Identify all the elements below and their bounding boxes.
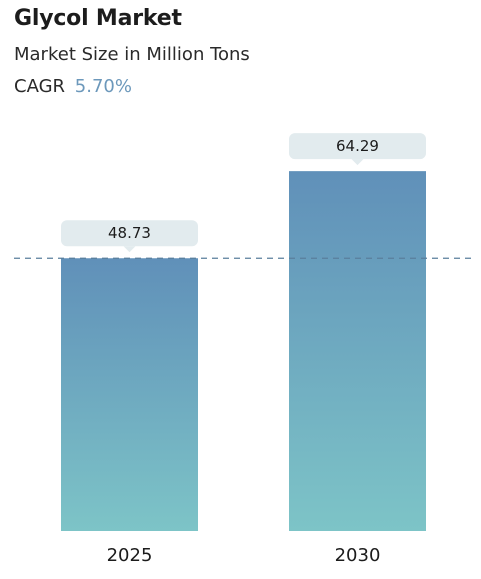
bar-2030 (289, 171, 426, 531)
value-callout-2030 (289, 133, 426, 160)
x-tick-label-2025: 2025 (107, 545, 153, 566)
labels-layer: 48.73 2025 64.29 2030 (61, 133, 426, 566)
chart-title: Glycol Market (14, 6, 182, 31)
chart-subtitle: Market Size in Million Tons (14, 44, 250, 65)
bars-layer (61, 171, 426, 531)
cagr-value: 5.70% (74, 76, 132, 97)
bar-2025 (61, 258, 198, 531)
x-tick-label-2030: 2030 (335, 545, 381, 566)
cagr-line: CAGR 5.70% (14, 76, 132, 97)
value-label-2025: 48.73 (108, 224, 151, 242)
cagr-label: CAGR (14, 76, 66, 97)
value-callout-pointer-2025 (123, 246, 136, 253)
value-label-2030: 64.29 (336, 137, 379, 155)
value-callout-2025 (61, 220, 198, 247)
value-callout-pointer-2030 (351, 159, 364, 166)
